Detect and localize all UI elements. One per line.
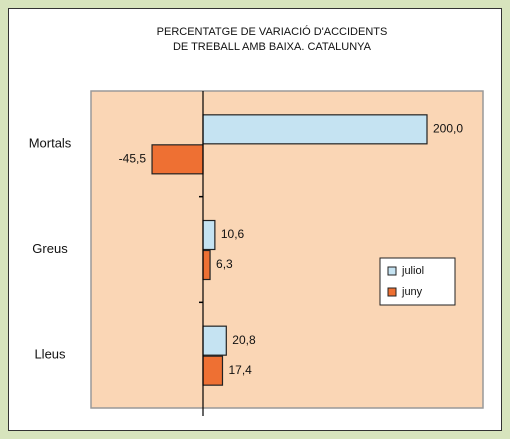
bar — [202, 355, 224, 386]
bar — [202, 249, 211, 281]
bar — [202, 114, 428, 145]
bar — [151, 144, 204, 175]
value-label: 200,0 — [433, 122, 463, 136]
bar — [202, 325, 227, 356]
legend-label: juliol — [401, 265, 424, 277]
value-label: 20,8 — [232, 333, 256, 347]
value-label: 10,6 — [221, 227, 245, 241]
value-label: 6,3 — [216, 257, 233, 271]
legend-box — [379, 257, 456, 306]
legend-label: juny — [401, 286, 423, 298]
value-label: -45,5 — [119, 152, 147, 166]
legend-swatch — [387, 287, 397, 297]
value-label: 17,4 — [228, 363, 252, 377]
bar — [202, 219, 216, 251]
chart-title: DE TREBALL AMB BAIXA. CATALUNYA — [173, 41, 372, 53]
chart-title: PERCENTATGE DE VARIACIÓ D'ACCIDENTS — [157, 25, 388, 38]
category-label: Lleus — [34, 347, 66, 362]
category-label: Greus — [32, 241, 68, 256]
legend-swatch — [387, 266, 397, 276]
category-label: Mortals — [29, 135, 72, 150]
